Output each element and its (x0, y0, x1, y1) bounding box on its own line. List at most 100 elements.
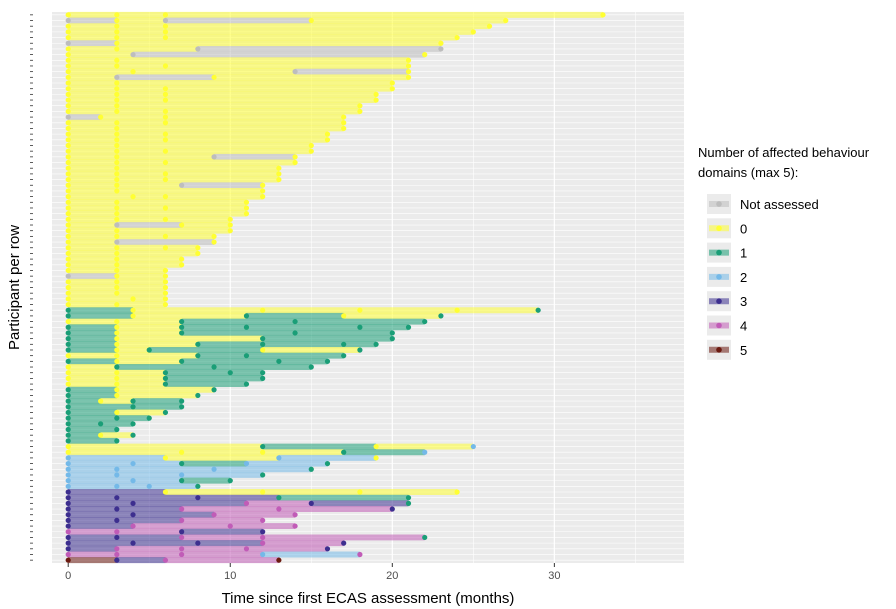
legend-key-point (716, 322, 722, 329)
series-point (195, 540, 201, 546)
series-point (195, 353, 201, 359)
series-point (146, 483, 152, 489)
series-point (65, 313, 71, 319)
participant-row (65, 239, 217, 246)
participant-row (65, 312, 444, 319)
series-point (292, 512, 298, 518)
series-point (243, 500, 250, 506)
series-point (114, 154, 120, 160)
series-point (65, 455, 71, 461)
series-point (65, 29, 71, 35)
series-point (65, 438, 71, 444)
series-point (65, 404, 71, 410)
series-point (65, 546, 71, 552)
series-point (389, 336, 395, 342)
series-point (114, 353, 120, 359)
legend-label: 1 (740, 246, 747, 261)
series-point (211, 387, 217, 393)
series-point (405, 500, 412, 506)
series-point (276, 495, 282, 501)
series-point (162, 176, 169, 183)
series-point (389, 80, 395, 86)
series-point (65, 165, 71, 171)
participant-row (65, 466, 314, 473)
participant-row (65, 483, 201, 490)
series-point (114, 40, 120, 46)
participant-row (65, 307, 541, 314)
series-point (114, 199, 120, 205)
participant-row (65, 347, 363, 353)
series-point (65, 466, 71, 472)
participant-row (65, 256, 185, 263)
series-point (65, 205, 71, 211)
series-point (179, 318, 185, 325)
participant-row (65, 159, 298, 166)
series-point (260, 529, 266, 535)
series-point (179, 449, 185, 455)
participant-row (65, 136, 331, 143)
series-point (130, 398, 136, 404)
series-point (195, 341, 201, 347)
series-point (65, 194, 71, 200)
participant-row (65, 17, 509, 24)
series-point (130, 421, 136, 427)
series-point (243, 353, 250, 359)
series-point (260, 489, 266, 495)
series-point (65, 114, 71, 120)
series-point (65, 364, 71, 370)
series-point (292, 330, 298, 336)
series-point (162, 63, 169, 69)
participant-row (65, 295, 169, 302)
participant-row (65, 199, 250, 206)
series-point (373, 341, 379, 347)
series-point (438, 313, 444, 319)
x-axis-title: Time since first ECAS assessment (months… (222, 590, 515, 607)
series-point (405, 74, 412, 80)
series-point (179, 551, 185, 558)
series-point (65, 97, 71, 103)
series-point (65, 336, 71, 342)
legend-label: 4 (740, 319, 747, 334)
series-point (65, 421, 71, 427)
series-point (179, 546, 185, 552)
participant-row (65, 250, 201, 257)
participant-row (65, 62, 412, 69)
series-point (308, 466, 314, 472)
series-point (65, 86, 71, 92)
series-point (98, 398, 104, 404)
participant-series (65, 11, 606, 564)
participant-row (65, 528, 266, 535)
x-tick-label: 30 (548, 570, 560, 582)
series-point (114, 165, 120, 171)
series-point (373, 97, 379, 103)
series-point (65, 120, 71, 126)
series-point (324, 137, 331, 143)
series-point (146, 347, 152, 353)
series-point (162, 108, 169, 115)
participant-row (65, 261, 185, 268)
series-point (422, 52, 428, 58)
legend-keys: Not assessed 0 1 2 3 4 5 (707, 194, 819, 360)
series-point (65, 239, 71, 245)
series-point (162, 23, 169, 29)
series-point (162, 12, 169, 18)
series-point (341, 341, 347, 347)
series-point (98, 114, 104, 120)
series-point (98, 421, 104, 427)
x-axis-ticks: 0 10 20 30 (65, 563, 560, 582)
series-point (162, 557, 169, 563)
series-point (130, 296, 136, 302)
series-point (486, 23, 493, 29)
series-point (422, 449, 428, 455)
series-point (114, 472, 120, 478)
series-point (162, 375, 169, 381)
participant-row (65, 341, 379, 348)
series-point (65, 483, 71, 489)
series-point (130, 69, 136, 75)
series-point (114, 517, 120, 523)
series-point (65, 415, 71, 421)
series-point (114, 74, 120, 80)
series-point (65, 262, 71, 268)
series-point (114, 34, 120, 41)
series-point (162, 194, 169, 200)
